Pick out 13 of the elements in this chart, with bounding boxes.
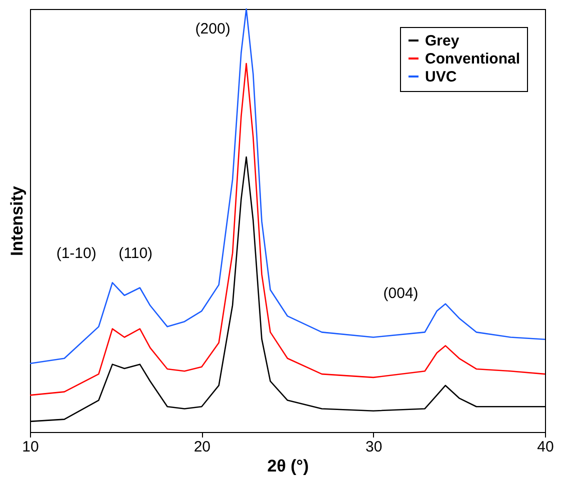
x-tick-label: 10 (22, 438, 39, 456)
annotation: (1-10) (56, 244, 96, 262)
x-axis-title: 2θ (°) (267, 456, 309, 476)
legend-label: Grey (425, 32, 460, 50)
annotation: (200) (195, 20, 230, 38)
x-tick-label: 30 (365, 438, 382, 456)
x-tick-label: 20 (194, 438, 211, 456)
legend-label: UVC (425, 68, 457, 86)
annotation: (004) (383, 285, 418, 302)
annotation: (110) (118, 244, 153, 262)
y-axis-title: Intensity (8, 186, 26, 256)
legend-label: Conventional (425, 50, 520, 68)
x-tick-label: 40 (537, 438, 554, 456)
